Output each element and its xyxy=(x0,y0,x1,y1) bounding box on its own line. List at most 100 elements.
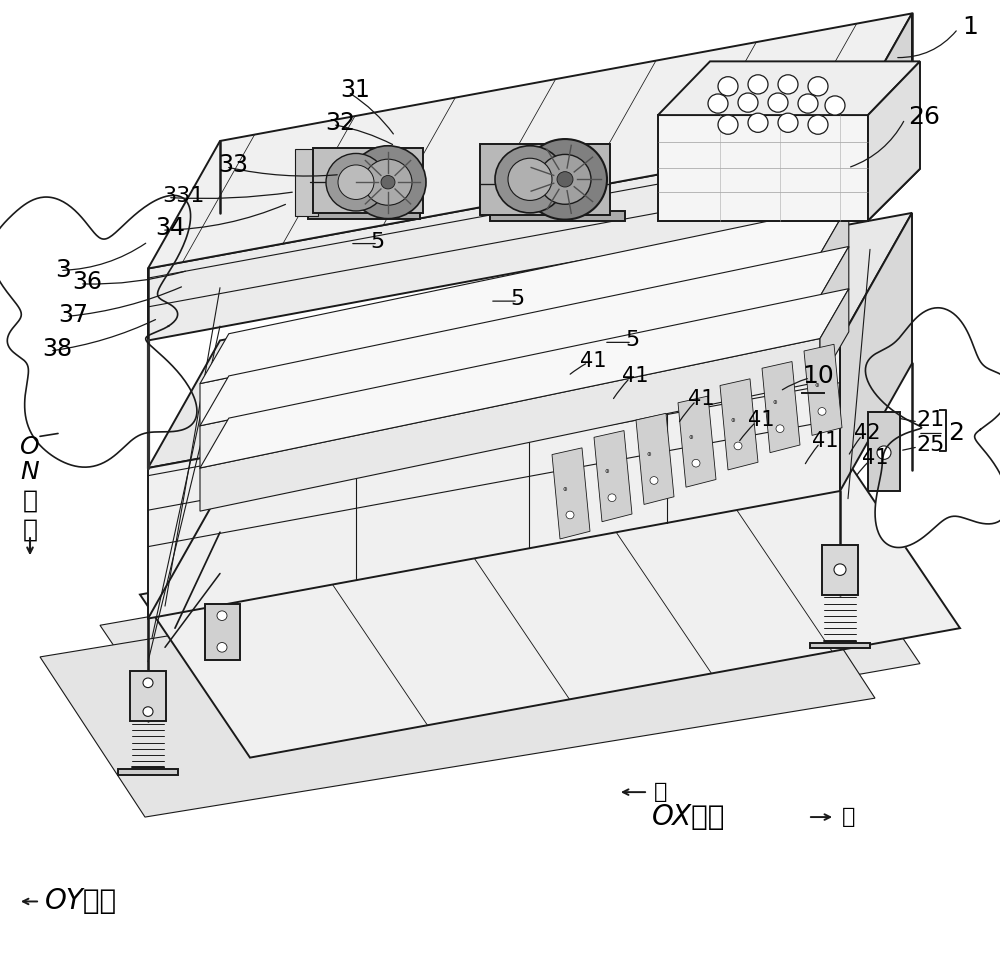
Text: 41: 41 xyxy=(622,366,648,386)
Polygon shape xyxy=(118,769,178,775)
Polygon shape xyxy=(205,604,240,660)
Polygon shape xyxy=(820,246,849,339)
Circle shape xyxy=(557,172,573,187)
Text: 42: 42 xyxy=(854,424,881,443)
Text: 41: 41 xyxy=(580,351,606,370)
Polygon shape xyxy=(594,431,632,522)
Polygon shape xyxy=(200,246,849,426)
Polygon shape xyxy=(658,115,868,221)
Text: ⊕: ⊕ xyxy=(773,400,777,406)
Text: 向: 向 xyxy=(22,517,38,542)
Circle shape xyxy=(778,75,798,94)
Circle shape xyxy=(808,77,828,96)
Polygon shape xyxy=(720,379,758,470)
Text: 3: 3 xyxy=(55,258,71,283)
Text: 10: 10 xyxy=(802,363,834,388)
Circle shape xyxy=(650,477,658,484)
Polygon shape xyxy=(804,344,842,435)
Text: 41: 41 xyxy=(688,389,714,409)
Circle shape xyxy=(825,96,845,115)
Text: 33: 33 xyxy=(218,152,248,177)
Polygon shape xyxy=(100,501,920,788)
Circle shape xyxy=(495,146,565,213)
Text: 5: 5 xyxy=(625,331,639,350)
Circle shape xyxy=(566,511,574,519)
Polygon shape xyxy=(295,149,318,216)
Text: 方: 方 xyxy=(22,488,38,513)
Text: 41: 41 xyxy=(812,432,838,451)
Circle shape xyxy=(364,159,412,205)
Text: 25: 25 xyxy=(916,435,944,455)
Circle shape xyxy=(508,158,552,200)
Text: ⊕: ⊕ xyxy=(731,417,735,423)
Circle shape xyxy=(381,175,395,189)
Polygon shape xyxy=(840,13,912,213)
Polygon shape xyxy=(140,465,960,758)
Polygon shape xyxy=(822,545,858,595)
Text: 21: 21 xyxy=(916,410,944,430)
Text: 41: 41 xyxy=(862,449,889,468)
Polygon shape xyxy=(490,211,625,221)
Circle shape xyxy=(776,425,784,433)
Text: ⊕: ⊕ xyxy=(563,486,567,492)
Circle shape xyxy=(818,408,826,415)
Text: 41: 41 xyxy=(748,410,774,430)
Polygon shape xyxy=(308,209,420,219)
Text: 右: 右 xyxy=(842,807,855,827)
Circle shape xyxy=(143,707,153,716)
Polygon shape xyxy=(865,308,1000,548)
Circle shape xyxy=(217,643,227,652)
Text: N: N xyxy=(21,459,39,484)
Text: OX方向: OX方向 xyxy=(652,803,725,831)
Circle shape xyxy=(608,494,616,502)
Text: OY方向: OY方向 xyxy=(45,887,117,916)
Circle shape xyxy=(217,611,227,620)
Polygon shape xyxy=(678,396,716,487)
Text: 左: 左 xyxy=(654,783,667,802)
Text: 31: 31 xyxy=(340,78,370,103)
Polygon shape xyxy=(148,13,912,269)
Circle shape xyxy=(539,154,591,204)
Text: 331: 331 xyxy=(162,186,204,205)
Circle shape xyxy=(326,153,386,211)
Circle shape xyxy=(718,77,738,96)
Polygon shape xyxy=(148,141,840,340)
Polygon shape xyxy=(552,448,590,539)
Text: 36: 36 xyxy=(72,269,102,294)
Circle shape xyxy=(143,678,153,688)
Polygon shape xyxy=(658,169,920,221)
Polygon shape xyxy=(130,671,166,721)
Polygon shape xyxy=(200,289,849,468)
Circle shape xyxy=(834,564,846,575)
Text: 26: 26 xyxy=(908,105,940,129)
Circle shape xyxy=(778,113,798,132)
Text: 5: 5 xyxy=(370,232,384,251)
Text: O: O xyxy=(20,434,40,459)
Polygon shape xyxy=(820,289,849,382)
Polygon shape xyxy=(868,412,900,491)
Text: 5: 5 xyxy=(510,290,524,309)
Polygon shape xyxy=(0,196,197,467)
Polygon shape xyxy=(200,254,820,427)
Polygon shape xyxy=(313,148,423,213)
Polygon shape xyxy=(810,643,870,648)
Polygon shape xyxy=(200,296,820,469)
Circle shape xyxy=(808,115,828,134)
Text: ⊕: ⊕ xyxy=(815,383,819,388)
Circle shape xyxy=(718,115,738,134)
Polygon shape xyxy=(840,213,912,491)
Circle shape xyxy=(338,165,374,199)
Polygon shape xyxy=(318,152,330,211)
Polygon shape xyxy=(636,413,674,504)
Circle shape xyxy=(523,139,607,220)
Circle shape xyxy=(350,146,426,219)
Text: 2: 2 xyxy=(948,421,964,446)
Polygon shape xyxy=(762,362,800,453)
Polygon shape xyxy=(200,339,820,511)
Polygon shape xyxy=(148,213,912,468)
Text: 38: 38 xyxy=(42,337,72,362)
Circle shape xyxy=(734,442,742,450)
Text: ⊕: ⊕ xyxy=(647,452,651,457)
Polygon shape xyxy=(480,144,610,215)
Polygon shape xyxy=(148,340,840,619)
